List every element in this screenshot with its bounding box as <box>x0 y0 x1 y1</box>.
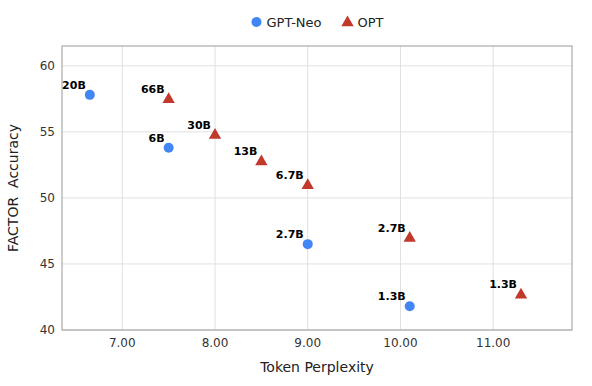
x-axis-label: Token Perplexity <box>259 359 374 375</box>
y-tick-label: 55 <box>40 125 55 139</box>
point <box>405 301 415 311</box>
point-label: 6.7B <box>276 169 304 182</box>
chart: 7.00 8.00 9.00 10.00 11.00 40 45 50 55 60 Token Pe… <box>0 0 592 386</box>
y-grid-line <box>62 263 572 264</box>
point-label: 13B <box>234 145 258 158</box>
point-label: 30B <box>187 119 211 132</box>
legend-marker <box>341 16 353 27</box>
y-grid-line <box>62 65 572 66</box>
point-label: 20B <box>62 79 86 92</box>
x-grid-line <box>215 46 216 330</box>
x-grid-line <box>122 46 123 330</box>
grid <box>62 46 572 330</box>
point <box>303 239 313 249</box>
legend-item: GPT-Neo <box>251 15 321 30</box>
point-label: 2.7B <box>378 222 406 235</box>
point-labels: 20B 6B 2.7B 1.3B 66B 30B 13B 6.7B 2.7B 1.3B <box>62 79 517 303</box>
legend-label: OPT <box>358 15 384 30</box>
point-label: 1.3B <box>489 278 517 291</box>
legend-item: OPT <box>341 15 383 30</box>
point-label: 66B <box>141 83 165 96</box>
y-axis-label: FACTOR Accuracy <box>5 124 21 252</box>
y-tick-label: 40 <box>40 323 55 337</box>
y-grid-line <box>62 197 572 198</box>
x-grid-line <box>400 46 401 330</box>
point-label: 2.7B <box>276 228 304 241</box>
y-tick-label: 50 <box>40 191 55 205</box>
x-tick-label: 10.00 <box>383 336 417 350</box>
y-grid-line <box>62 131 572 132</box>
point <box>164 143 174 153</box>
x-tick-label: 9.00 <box>294 336 321 350</box>
legend-label: GPT-Neo <box>266 15 321 30</box>
legend-marker <box>251 17 261 27</box>
y-tick-label: 45 <box>40 257 55 271</box>
x-tick-label: 11.00 <box>476 336 510 350</box>
x-tick-label: 7.00 <box>109 336 136 350</box>
legend: GPT-Neo OPT <box>251 15 383 30</box>
points <box>85 90 527 311</box>
point <box>85 90 95 100</box>
point-label: 6B <box>149 132 165 145</box>
x-tick-label: 8.00 <box>202 336 229 350</box>
plot-frame <box>62 46 572 330</box>
y-tick-label: 60 <box>40 59 55 73</box>
point-label: 1.3B <box>378 290 406 303</box>
